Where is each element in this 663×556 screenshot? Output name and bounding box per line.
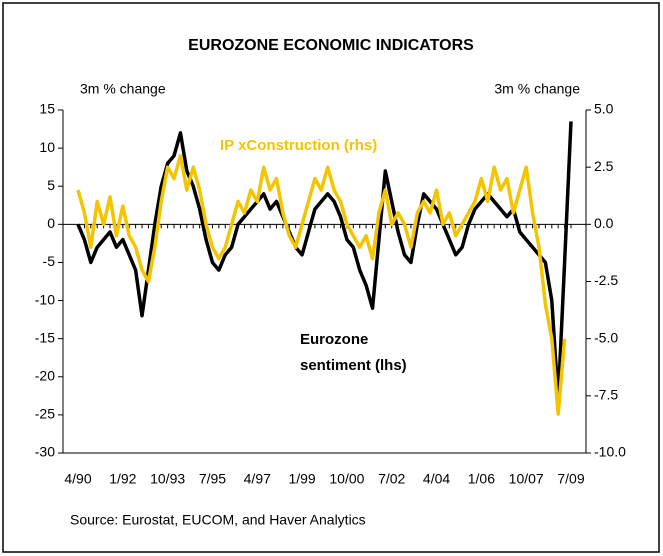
y-tick-label: -15	[35, 329, 55, 345]
y-tick-label: 15	[39, 101, 55, 117]
x-tick-label: 7/02	[378, 471, 405, 487]
y-tick-label: -5	[43, 253, 56, 269]
series-line	[76, 153, 567, 416]
x-tick-label: 10/07	[509, 471, 544, 487]
source: Source: Eurostat, EUCOM, and Haver Analy…	[70, 512, 366, 528]
y-tick-label: 10	[39, 139, 55, 155]
y2-tick-label: -7.5	[594, 387, 618, 403]
x-tick-label: 1/92	[109, 471, 136, 487]
chart-title: EUROZONE ECONOMIC INDICATORS	[188, 37, 474, 54]
y2-tick-label: -10.0	[594, 444, 626, 460]
y-tick-label: 0	[47, 215, 55, 231]
y2-tick-label: -5.0	[594, 329, 618, 345]
x-tick-label: 4/04	[423, 471, 450, 487]
series-label: Eurozone sentiment (lhs)	[300, 331, 407, 374]
y2-axis-label: 3m % change	[494, 81, 580, 97]
x-tick-label: 10/93	[150, 471, 185, 487]
y2-tick-label: 0.0	[594, 215, 614, 231]
y-axis-label: 3m % change	[80, 81, 166, 97]
x-tick-label: 4/97	[244, 471, 271, 487]
x-tick-label: 7/09	[557, 471, 584, 487]
y-tick-label: -10	[35, 291, 55, 307]
x-tick-label: 1/06	[468, 471, 495, 487]
series-label: IP xConstruction (rhs)	[220, 137, 378, 154]
y2-tick-label: 5.0	[594, 101, 614, 117]
y-tick-label: -20	[35, 367, 55, 383]
y-tick-label: -25	[35, 406, 55, 422]
y-tick-label: -30	[35, 444, 55, 460]
x-tick-label: 1/99	[288, 471, 315, 487]
x-tick-label: 10/00	[329, 471, 364, 487]
y2-tick-label: 2.5	[594, 158, 614, 174]
x-tick-label: 7/95	[199, 471, 226, 487]
y2-tick-label: -2.5	[594, 272, 618, 288]
y-tick-label: 5	[47, 177, 55, 193]
x-tick-label: 4/90	[64, 471, 91, 487]
